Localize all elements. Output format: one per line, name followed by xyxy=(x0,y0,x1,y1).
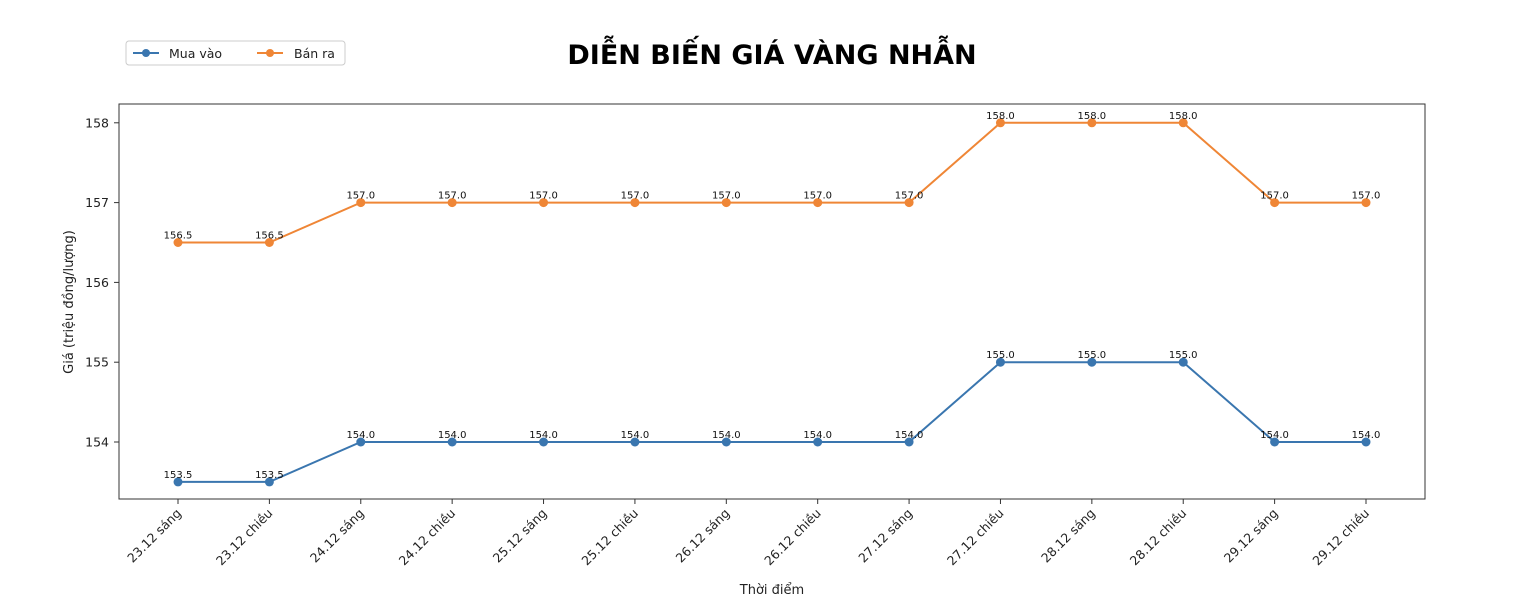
data-label: 157.0 xyxy=(803,191,832,202)
data-label: 158.0 xyxy=(1078,111,1107,122)
data-label: 154.0 xyxy=(803,430,832,441)
data-point-marker xyxy=(173,238,183,247)
data-point-marker xyxy=(264,477,274,487)
data-label: 154.0 xyxy=(529,430,558,441)
y-tick-label: 157 xyxy=(85,195,109,210)
x-axis-label: Thời điểm xyxy=(739,583,804,598)
legend-marker-icon xyxy=(266,49,274,57)
data-label: 157.0 xyxy=(529,191,558,202)
data-point-marker xyxy=(356,437,366,447)
data-label: 154.0 xyxy=(621,430,650,441)
chart-title: DIỄN BIẾN GIÁ VÀNG NHẪN xyxy=(567,35,976,71)
data-point-marker xyxy=(539,198,549,208)
data-label: 157.0 xyxy=(621,191,650,202)
data-label: 158.0 xyxy=(1169,111,1198,122)
series-mua-vao: 153.5 153.5 154.0 154.0 154.0 154.0 154.0 154.0… xyxy=(164,350,1381,487)
data-point-marker xyxy=(813,437,823,447)
data-point-marker xyxy=(1270,437,1280,447)
data-point-marker xyxy=(630,198,640,208)
data-point-marker xyxy=(1361,198,1371,208)
x-tick-label: 29.12 chiều xyxy=(1309,506,1372,569)
data-label: 157.0 xyxy=(1352,191,1381,202)
x-tick-label: 25.12 chiều xyxy=(578,506,641,569)
data-point-marker xyxy=(1087,118,1097,128)
data-label: 154.0 xyxy=(1352,430,1381,441)
data-point-marker xyxy=(264,238,274,247)
x-tick-label: 26.12 sáng xyxy=(672,506,732,566)
y-tick-label: 155 xyxy=(85,355,109,370)
x-tick-label: 28.12 sáng xyxy=(1038,506,1098,566)
x-tick-label: 23.12 sáng xyxy=(124,506,184,566)
data-point-marker xyxy=(995,118,1005,128)
legend-label: Mua vào xyxy=(169,46,222,61)
data-point-marker xyxy=(630,437,640,447)
y-axis: 154 155 156 157 158 xyxy=(85,115,119,450)
data-point-marker xyxy=(356,198,366,208)
x-tick-label: 26.12 chiều xyxy=(761,506,824,569)
data-label: 157.0 xyxy=(712,191,741,202)
data-label: 154.0 xyxy=(438,430,467,441)
data-point-marker xyxy=(447,198,457,208)
y-tick-label: 158 xyxy=(85,115,109,130)
x-axis: 23.12 sáng 23.12 chiều 24.12 sáng 24.12 chi… xyxy=(124,499,1372,568)
data-point-marker xyxy=(173,477,183,487)
data-label: 156.5 xyxy=(255,231,284,242)
legend-label: Bán ra xyxy=(294,46,335,61)
y-tick-label: 156 xyxy=(85,275,109,290)
data-label: 155.0 xyxy=(1078,350,1107,361)
data-label: 155.0 xyxy=(986,350,1015,361)
data-label: 157.0 xyxy=(895,191,924,202)
data-point-marker xyxy=(721,198,731,208)
x-tick-label: 27.12 sáng xyxy=(855,506,915,566)
series-ban-ra: 156.5 156.5 157.0 157.0 157.0 157.0 157.0 157.0… xyxy=(164,111,1381,247)
data-label: 157.0 xyxy=(1260,191,1289,202)
data-point-marker xyxy=(1270,198,1280,208)
data-point-marker xyxy=(904,437,914,447)
data-label: 154.0 xyxy=(712,430,741,441)
x-tick-label: 28.12 chiều xyxy=(1127,506,1190,569)
data-label: 158.0 xyxy=(986,111,1015,122)
data-point-marker xyxy=(904,198,914,208)
data-point-marker xyxy=(813,198,823,208)
x-tick-label: 27.12 chiều xyxy=(944,506,1007,569)
data-point-marker xyxy=(1361,437,1371,447)
data-label: 154.0 xyxy=(895,430,924,441)
data-label: 157.0 xyxy=(438,191,467,202)
x-tick-label: 29.12 sáng xyxy=(1221,506,1281,566)
legend-item-ban-ra: Bán ra xyxy=(257,46,335,61)
data-point-marker xyxy=(721,437,731,447)
data-label: 157.0 xyxy=(346,191,375,202)
legend: Mua vào Bán ra xyxy=(125,40,346,66)
legend-marker-icon xyxy=(142,49,150,57)
plot-area xyxy=(118,103,1426,500)
series-line xyxy=(178,361,1366,483)
y-tick-label: 154 xyxy=(85,435,109,450)
data-point-marker xyxy=(995,357,1005,367)
data-point-marker xyxy=(447,437,457,447)
data-label: 154.0 xyxy=(1260,430,1289,441)
data-point-marker xyxy=(1178,357,1188,367)
data-point-marker xyxy=(1087,357,1097,367)
series-line xyxy=(178,121,1366,244)
series-group: 153.5 153.5 154.0 154.0 154.0 154.0 154.0 154.0… xyxy=(164,111,1381,487)
data-label: 154.0 xyxy=(346,430,375,441)
x-tick-label: 24.12 sáng xyxy=(307,506,367,566)
x-tick-label: 23.12 chiều xyxy=(213,506,276,569)
data-point-marker xyxy=(539,437,549,447)
data-point-marker xyxy=(1178,118,1188,128)
legend-item-mua-vao: Mua vào xyxy=(133,46,222,61)
data-label: 153.5 xyxy=(255,470,284,481)
x-tick-label: 24.12 chiều xyxy=(396,506,459,569)
y-axis-label: Giá (triệu đồng/lượng) xyxy=(62,230,77,374)
data-label: 155.0 xyxy=(1169,350,1198,361)
data-label: 153.5 xyxy=(164,470,193,481)
data-label: 156.5 xyxy=(164,231,193,242)
x-tick-label: 25.12 sáng xyxy=(490,506,550,566)
